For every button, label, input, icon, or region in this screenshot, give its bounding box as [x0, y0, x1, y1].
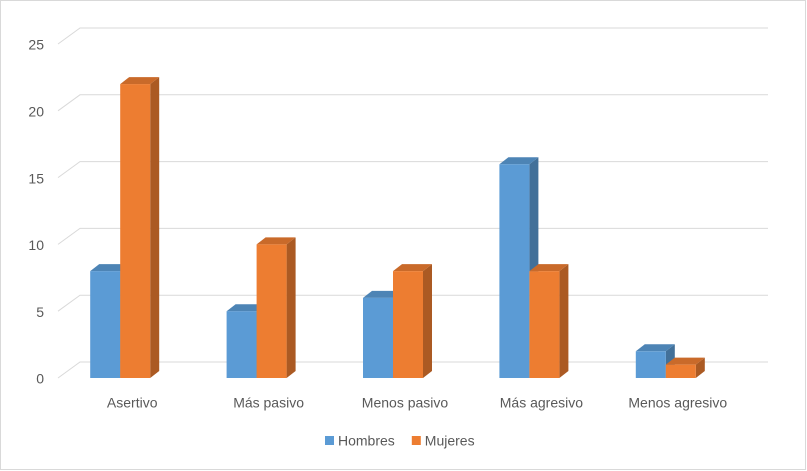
bar — [393, 271, 423, 378]
bar-side — [423, 264, 432, 378]
legend-label: Mujeres — [425, 433, 475, 449]
bar — [499, 164, 530, 378]
x-tick-label: Asertivo — [107, 395, 158, 411]
bar-top — [120, 77, 160, 85]
bar-top — [499, 157, 539, 165]
bar-top — [529, 264, 569, 272]
bar-side — [150, 77, 160, 378]
grid-line — [57, 161, 768, 179]
legend-swatch — [411, 436, 421, 445]
bar — [226, 311, 257, 378]
bar-top — [90, 264, 130, 272]
x-tick-label: Menos pasivo — [362, 395, 449, 411]
y-tick-label: 20 — [28, 104, 44, 120]
y-tick-label: 0 — [36, 371, 44, 387]
bar-top — [256, 237, 296, 245]
x-tick-label: Menos agresivo — [628, 395, 727, 411]
bar-side — [286, 237, 296, 378]
grid-line — [57, 27, 768, 45]
bar-top — [363, 290, 402, 298]
bar — [120, 84, 151, 378]
grid-line — [57, 227, 768, 245]
bar — [90, 271, 121, 378]
bar-top — [393, 264, 432, 272]
bar — [363, 297, 393, 378]
bar — [635, 351, 666, 378]
bar — [665, 364, 696, 378]
bar — [529, 271, 560, 378]
grid-line — [57, 94, 768, 112]
bar-top — [635, 344, 675, 352]
bar-side — [695, 357, 705, 378]
legend-swatch — [325, 436, 334, 445]
x-tick-label: Más pasivo — [233, 395, 304, 411]
bar-top — [665, 357, 705, 365]
y-tick-label: 10 — [28, 237, 44, 253]
bar — [256, 244, 287, 378]
y-tick-label: 25 — [28, 37, 44, 53]
bar-top — [226, 304, 266, 312]
bar-side — [559, 264, 569, 378]
y-tick-label: 5 — [36, 304, 44, 320]
x-tick-label: Más agresivo — [500, 395, 583, 411]
legend-label: Hombres — [338, 433, 395, 449]
y-tick-label: 15 — [28, 170, 44, 186]
